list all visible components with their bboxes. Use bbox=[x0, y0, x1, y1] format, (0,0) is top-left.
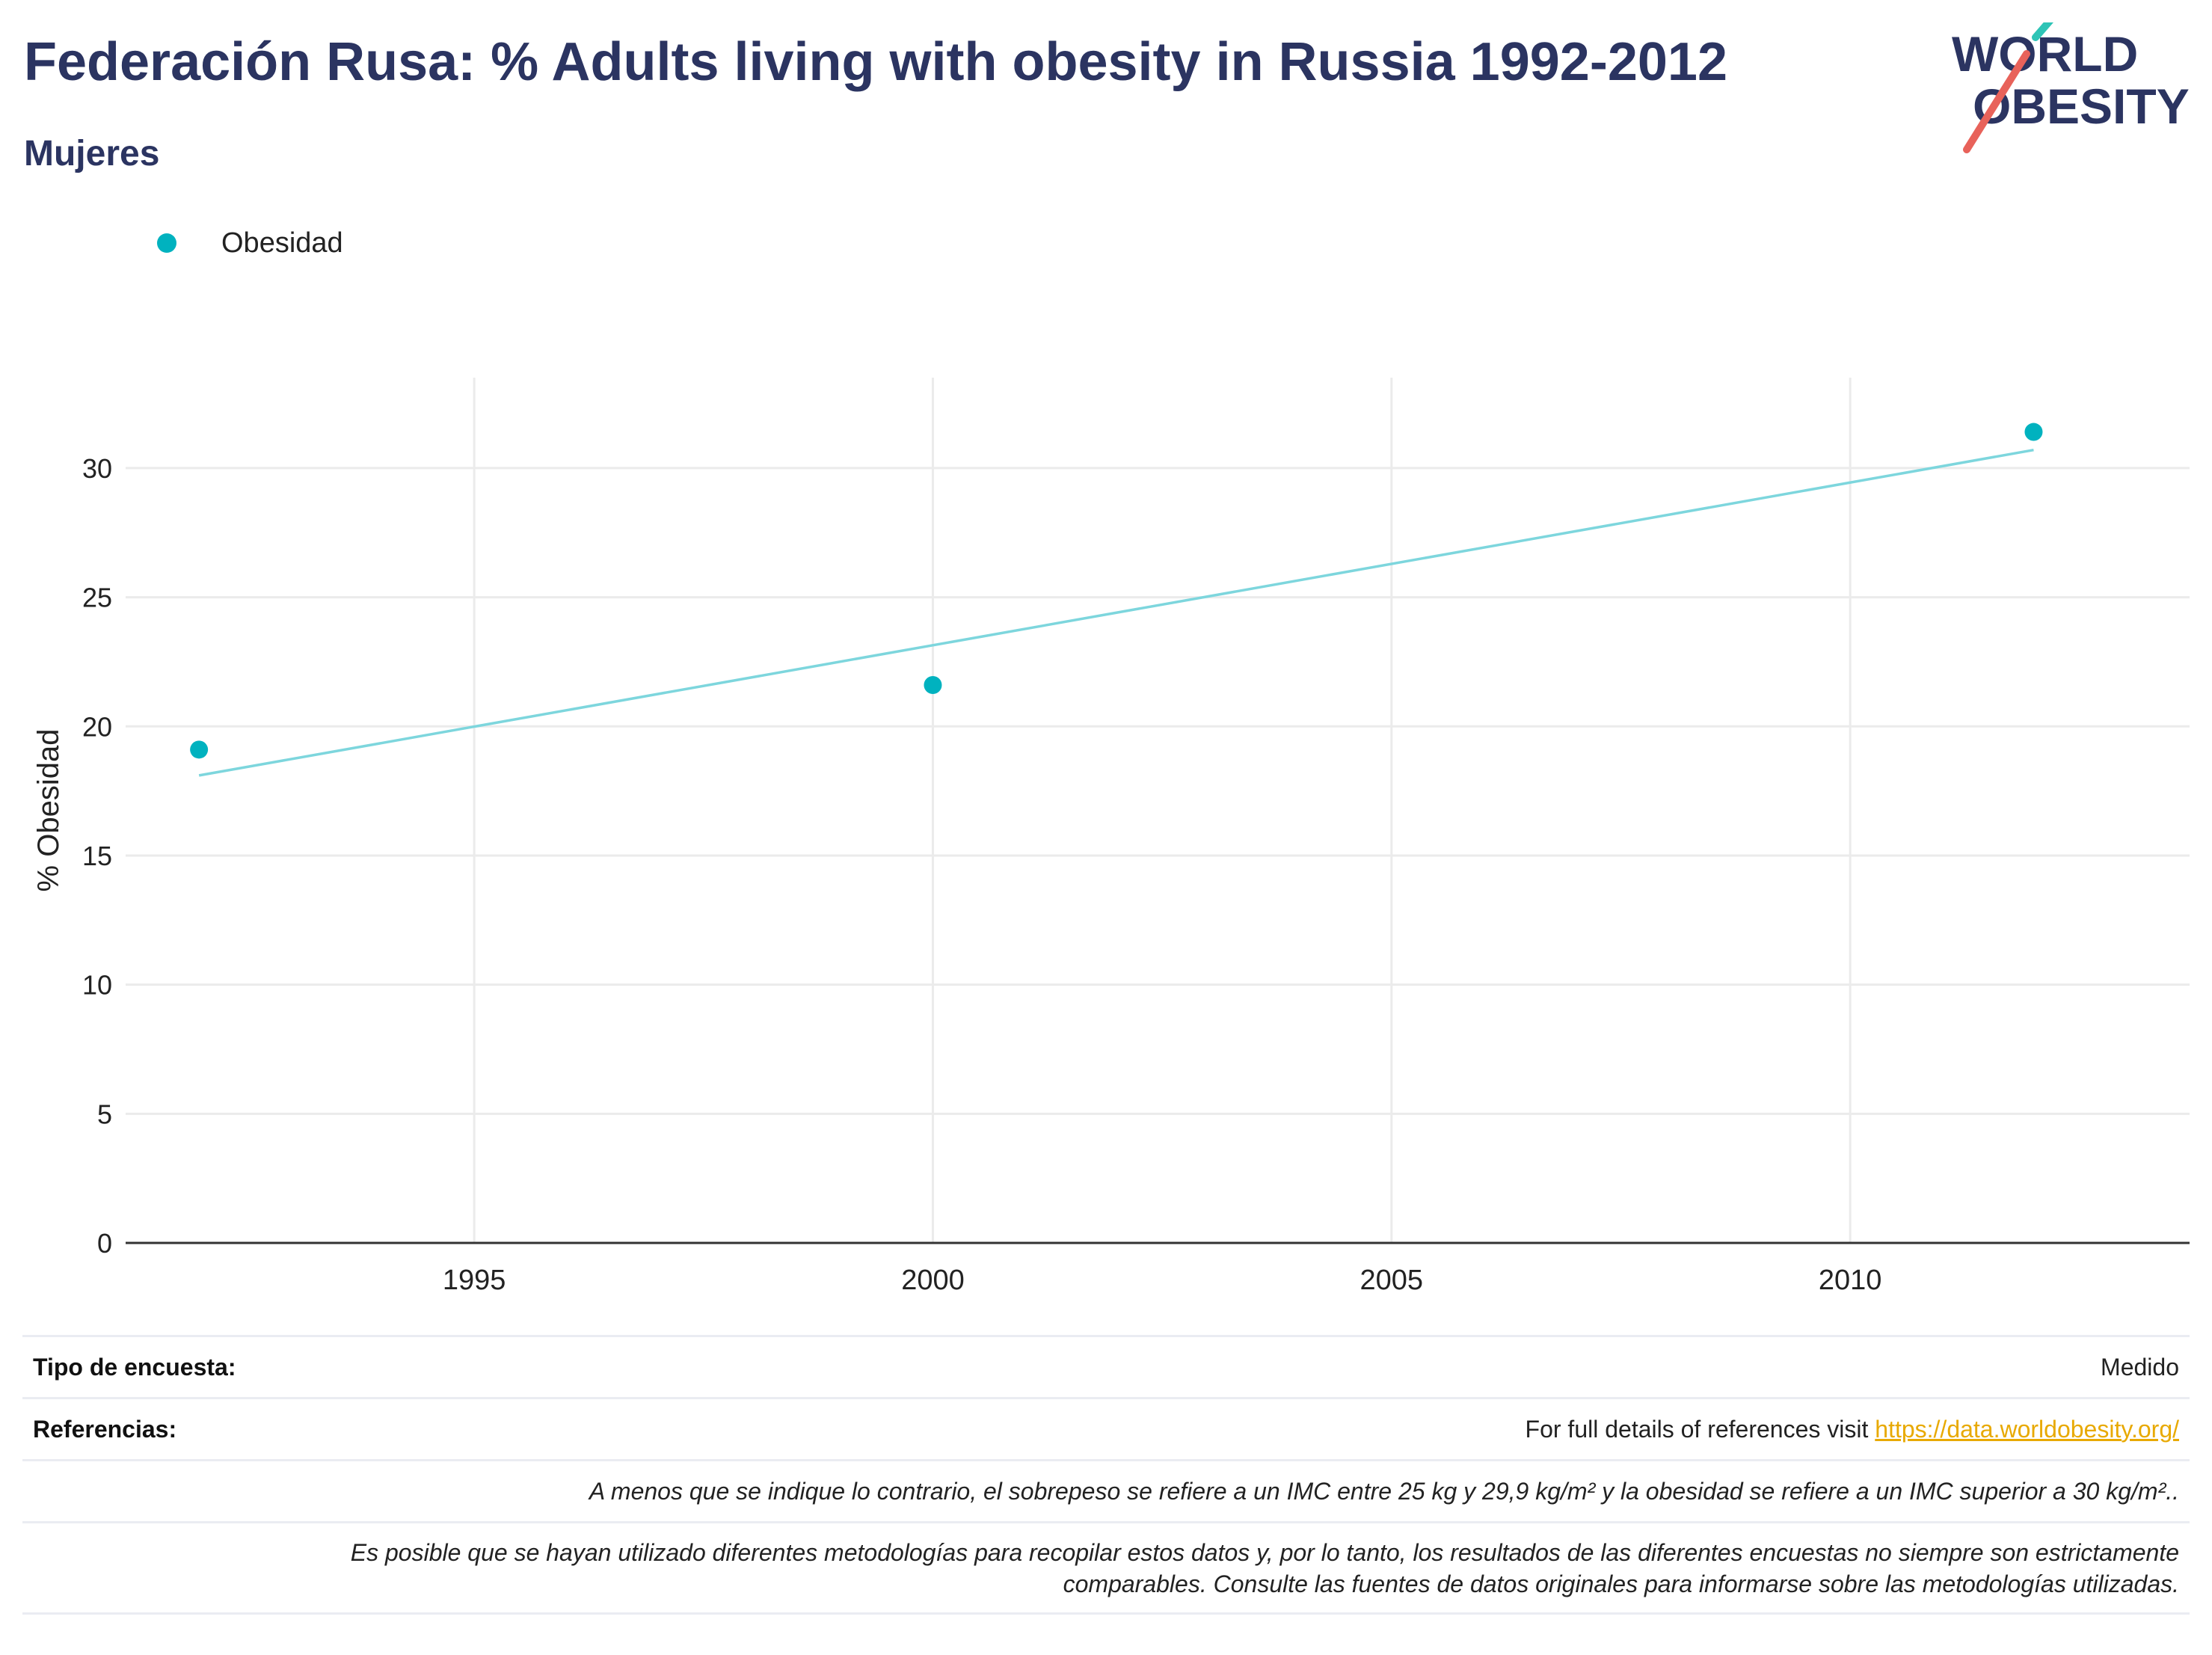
x-tick-label: 2000 bbox=[901, 1265, 965, 1296]
chart-subtitle: Mujeres bbox=[24, 134, 160, 174]
logo-word-world: WORLD bbox=[1952, 26, 2138, 82]
y-tick-label: 20 bbox=[82, 711, 112, 742]
methodology-note-line2: comparables. Consulte las fuentes de dat… bbox=[1063, 1570, 2179, 1597]
scatter-chart: 0 5 10 15 20 25 30 1995 2000 2005 2010 % Obesidad bbox=[32, 378, 2190, 1296]
y-axis-label: % Obesidad bbox=[32, 729, 65, 892]
data-point-1992 bbox=[190, 740, 209, 759]
x-tick-label: 2005 bbox=[1360, 1265, 1424, 1296]
references-value: For full details of references visit htt… bbox=[1526, 1416, 2179, 1443]
chart-legend[interactable]: Obesidad bbox=[157, 224, 343, 262]
references-link[interactable]: https://data.worldobesity.org/ bbox=[1875, 1415, 2179, 1443]
x-tick-label: 1995 bbox=[443, 1265, 506, 1296]
methodology-note-row: Es posible que se hayan utilizado difere… bbox=[22, 1521, 2190, 1615]
trendline bbox=[198, 448, 2034, 777]
y-tick-label: 10 bbox=[82, 970, 112, 1001]
chart-title: Federación Rusa: % Adults living with ob… bbox=[24, 32, 1727, 92]
y-tick-label: 15 bbox=[82, 841, 112, 871]
bmi-definition-note: A menos que se indique lo contrario, el … bbox=[589, 1478, 2179, 1505]
references-label: Referencias: bbox=[33, 1415, 177, 1443]
data-point-2000 bbox=[924, 675, 942, 694]
survey-type-value: Medido bbox=[2101, 1353, 2179, 1381]
methodology-note-line1: Es posible que se hayan utilizado difere… bbox=[350, 1538, 2179, 1566]
references-row: Referencias: For full details of referen… bbox=[22, 1397, 2190, 1459]
y-tick-label: 25 bbox=[82, 583, 112, 613]
x-tick-label: 2010 bbox=[1819, 1265, 1882, 1296]
logo-teal-slash bbox=[2032, 22, 2053, 41]
y-tick-label: 5 bbox=[97, 1099, 112, 1129]
survey-type-row: Tipo de encuesta: Medido bbox=[22, 1335, 2190, 1397]
legend-marker-obesidad bbox=[157, 233, 176, 253]
y-tick-label: 30 bbox=[82, 453, 112, 484]
data-point-2012 bbox=[2024, 423, 2043, 441]
y-tick-label: 0 bbox=[97, 1228, 112, 1259]
legend-label-obesidad: Obesidad bbox=[221, 227, 343, 259]
world-obesity-logo: WORLD OBESITY bbox=[1952, 22, 2190, 153]
methodology-note: Es posible que se hayan utilizado difere… bbox=[33, 1537, 2179, 1600]
references-text: For full details of references visit bbox=[1525, 1415, 1875, 1443]
survey-type-label: Tipo de encuesta: bbox=[33, 1353, 236, 1381]
bmi-note-row: A menos que se indique lo contrario, el … bbox=[22, 1459, 2190, 1521]
logo-red-slash bbox=[1963, 50, 2030, 153]
info-table: Tipo de encuesta: Medido Referencias: Fo… bbox=[22, 1335, 2190, 1615]
